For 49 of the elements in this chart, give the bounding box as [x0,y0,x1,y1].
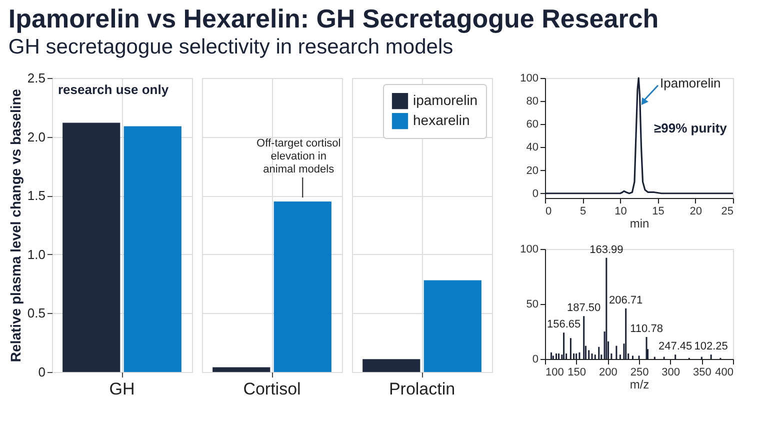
y-tick-label: 0 [532,354,538,366]
chart-subtitle: GH secretagogue selectivity in research models [8,36,454,58]
x-tick-label: 10 [614,206,627,218]
annotation: 102.25 [694,340,728,353]
y-tick-label: 1.5 [27,188,46,204]
annotation: Ipamorelin [660,75,721,90]
x-tick-label: 200 [598,366,618,378]
annotation: 110.78 [630,323,663,335]
legend-label: ipamorelin [413,92,478,108]
annotation: 247.45 [658,340,692,353]
x-tick-label: GH [109,380,135,398]
annotation: Off-target cortisol elevation in animal models [256,137,341,176]
y-tick-label: 100 [520,244,538,256]
y-tick-label: 1.0 [27,246,46,262]
y-tick-label: 0.5 [27,306,46,321]
y-tick-label: 80 [526,96,538,108]
annotation: ≥99% purity [654,120,728,136]
legend-label: hexarelin [413,112,470,128]
x-tick-label: 0 [546,206,552,218]
x-tick-label: 150 [568,366,586,378]
x-tick-label: Prolactin [388,380,456,398]
x-tick-label: 250 [630,366,649,378]
x-tick-label: 15 [652,206,664,218]
y-tick-label: 20 [526,164,538,177]
annotation: 156.65 [546,318,581,331]
y-tick-label: 40 [526,142,538,154]
y-axis-title: Relative plasma level change vs baseline [7,88,24,362]
x-tick-label: Cortisol [243,380,301,398]
annotation: 163.99 [590,244,624,256]
x-tick-label: 100 [546,366,564,378]
x-tick-label: 25 [721,206,734,218]
x-tick-label: 5 [580,206,586,218]
x-axis-title: min [630,216,650,230]
annotation: research use only [58,82,170,97]
y-tick-label: 2.5 [27,70,46,86]
line-series [544,77,734,194]
y-tick-label: 2.0 [27,129,46,144]
x-tick-label: 20 [690,206,702,218]
annotation: 187.50 [567,302,601,314]
x-tick-label: 350 [692,366,712,378]
annotation: 206.71 [609,294,643,306]
text: Ipamorelin vs Hexarelin: GH Secretagogue Research [8,4,659,34]
y-tick-label: 0 [532,188,538,200]
y-tick-label: 100 [520,72,538,84]
y-tick-label: 50 [526,298,538,310]
x-tick-label: 400 [715,366,734,378]
y-tick-label: 60 [526,118,538,131]
x-tick-label: 300 [662,366,680,378]
x-axis-title: m/z [630,378,650,392]
